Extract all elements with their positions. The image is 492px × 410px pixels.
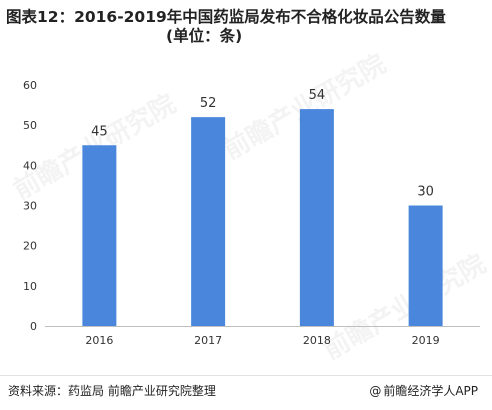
source-note: 资料来源：药监局 前瞻产业研究院整理 [8,384,216,398]
y-tick-label: 60 [23,79,37,92]
x-tick-label: 2018 [303,334,331,347]
data-label-2018: 54 [309,88,326,103]
y-axis-ticks: 0 10 20 30 40 50 60 [23,79,37,333]
x-tick-label: 2016 [85,334,113,347]
bar-series: 45 52 54 30 [82,88,443,326]
bar-2017 [191,117,226,326]
bar-2019 [408,205,443,326]
x-tick-label: 2019 [412,334,440,347]
x-tick-label: 2017 [194,334,222,347]
watermark-text: 前瞻产业研究院 [318,248,491,366]
title-line-2: (单位：条) [166,27,243,45]
title-line-1: 图表12：2016-2019年中国药监局发布不合格化妆品公告数量 [6,8,446,26]
brand-credit: @ 前瞻经济学人APP [369,382,478,399]
bar-2018 [299,109,334,326]
x-axis-ticks: 2016 2017 2018 2019 [85,334,439,347]
brand-name: 前瞻经济学人APP [383,384,478,398]
chart-title: 图表12：2016-2019年中国药监局发布不合格化妆品公告数量 (单位：条) [6,8,486,46]
data-label-2017: 52 [200,96,217,111]
footer-divider [0,375,492,376]
data-label-2019: 30 [417,185,434,200]
bar-2016 [82,145,117,326]
y-tick-label: 0 [30,320,37,333]
y-tick-label: 50 [23,119,37,132]
y-tick-label: 40 [23,159,37,172]
y-tick-label: 10 [23,280,37,293]
data-label-2016: 45 [91,124,108,139]
y-tick-label: 30 [23,200,37,213]
brand-symbol: @ [369,384,382,398]
y-tick-label: 20 [23,240,37,253]
